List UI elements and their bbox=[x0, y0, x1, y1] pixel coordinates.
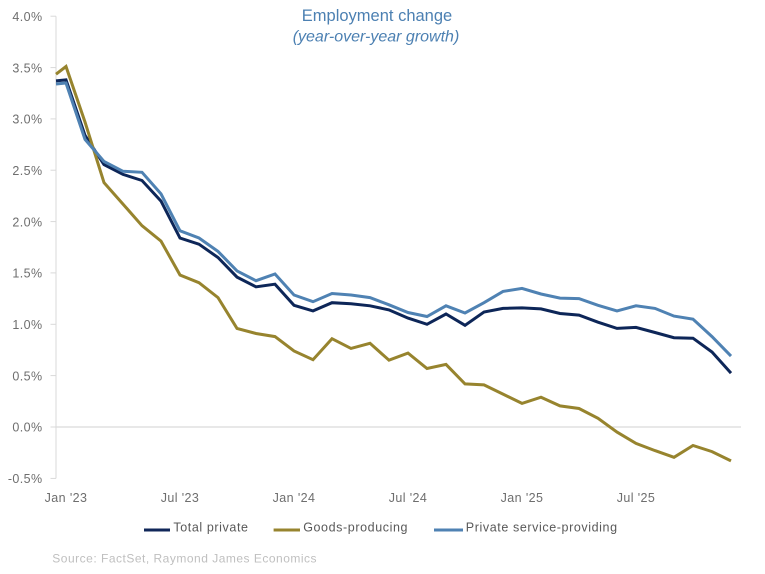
svg-text:Jan '25: Jan '25 bbox=[501, 491, 544, 505]
svg-text:1.5%: 1.5% bbox=[12, 267, 42, 281]
svg-text:Jan '23: Jan '23 bbox=[45, 491, 88, 505]
svg-text:4.0%: 4.0% bbox=[12, 10, 42, 24]
svg-text:3.0%: 3.0% bbox=[12, 113, 42, 127]
svg-text:2.5%: 2.5% bbox=[12, 164, 42, 178]
svg-text:(year-over-year growth): (year-over-year growth) bbox=[293, 29, 460, 46]
svg-text:0.5%: 0.5% bbox=[12, 369, 42, 383]
svg-text:Total private: Total private bbox=[173, 521, 248, 535]
svg-text:Jul '23: Jul '23 bbox=[161, 491, 200, 505]
svg-text:1.0%: 1.0% bbox=[12, 318, 42, 332]
svg-text:Source: FactSet, Raymond James: Source: FactSet, Raymond James Economics bbox=[52, 552, 317, 566]
svg-text:3.5%: 3.5% bbox=[12, 61, 42, 75]
svg-text:Jul '24: Jul '24 bbox=[389, 491, 428, 505]
svg-text:Jul '25: Jul '25 bbox=[617, 491, 656, 505]
svg-text:2.0%: 2.0% bbox=[12, 215, 42, 229]
svg-text:0.0%: 0.0% bbox=[12, 421, 42, 435]
svg-text:Goods-producing: Goods-producing bbox=[303, 521, 408, 535]
svg-text:Employment change: Employment change bbox=[302, 7, 452, 25]
svg-text:Jan '24: Jan '24 bbox=[273, 491, 316, 505]
svg-text:-0.5%: -0.5% bbox=[8, 472, 43, 486]
svg-text:Private service-providing: Private service-providing bbox=[466, 521, 618, 535]
